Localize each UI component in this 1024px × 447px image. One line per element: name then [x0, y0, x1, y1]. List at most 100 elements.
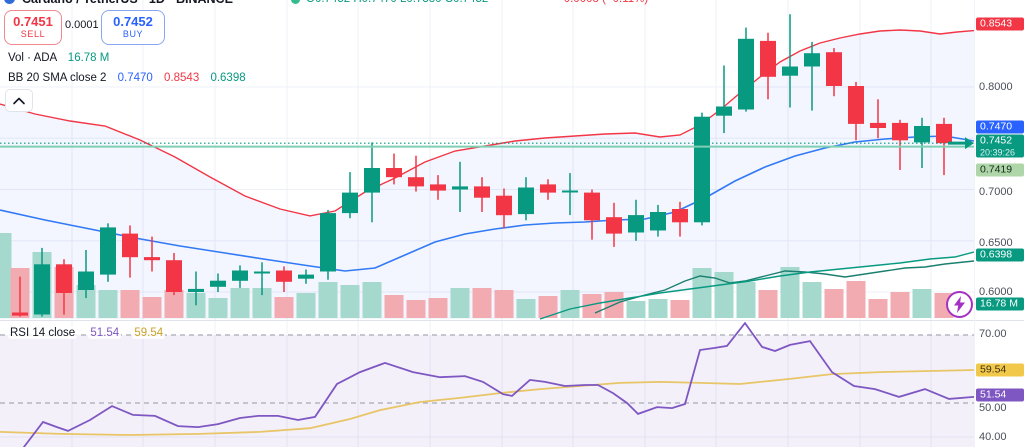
bb-upper-value: 0.8543 [164, 72, 200, 84]
volume-bar [758, 290, 778, 318]
candle-body [540, 184, 556, 193]
candle-body [342, 192, 358, 214]
candle-body [166, 260, 182, 292]
volume-legend[interactable]: Vol · ADA 16.78 M [8, 52, 109, 64]
volume-bar [340, 285, 360, 318]
volume-bar [0, 233, 12, 318]
candle-body [650, 212, 666, 231]
axis-badge: 0.7452 20:39:26 [976, 134, 1024, 158]
axis-badge: 51.54 [976, 388, 1024, 402]
volume-bar [538, 296, 558, 318]
bollinger-legend[interactable]: BB 20 SMA close 2 0.7470 0.8543 0.6398 [8, 72, 246, 84]
candle-body [716, 106, 732, 116]
candle-body [694, 116, 710, 223]
sell-price: 0.7451 [13, 14, 53, 29]
price-axis[interactable] [974, 0, 1024, 447]
axis-label: 0.6500 [979, 237, 1013, 249]
candle-body [210, 280, 226, 287]
bb-upper-line [0, 29, 974, 217]
bb-lower-value: 0.6398 [210, 72, 246, 84]
axis-badge: 0.7419 [976, 163, 1024, 177]
price-change: −0.0008 (−0.11%) [557, 0, 648, 7]
buy-price: 0.7452 [113, 14, 153, 29]
volume-bar [736, 282, 756, 318]
candle-body [804, 53, 820, 67]
axis-badge: 59.54 [976, 363, 1024, 377]
rsi-legend[interactable]: RSI 14 close 51.54 59.54 [8, 327, 166, 339]
axis-badge: 16.78 M [976, 297, 1024, 311]
bollinger-fill [0, 30, 974, 319]
buy-button[interactable]: 0.7452 BUY [101, 10, 165, 45]
volume-bar [912, 289, 932, 318]
volume-bar [516, 299, 536, 318]
candle-body [672, 209, 688, 223]
volume-bar [252, 288, 272, 318]
volume-bar [406, 300, 426, 318]
sell-label: SELL [20, 29, 46, 39]
candle-body [892, 122, 908, 141]
volume-bar [802, 282, 822, 318]
axis-label: 0.7000 [979, 186, 1013, 198]
candle-body [452, 186, 468, 190]
candle-body [848, 86, 864, 124]
candle-body [562, 190, 578, 193]
axis-badge: 0.6398 [976, 248, 1024, 262]
candle-body [276, 270, 292, 282]
price-pane [0, 14, 974, 320]
volume-bar [626, 301, 646, 318]
rsi-band-fill [0, 335, 974, 447]
rsi-legend-value: 51.54 [88, 327, 122, 339]
volume-bar [846, 281, 866, 318]
volume-bar [692, 268, 712, 318]
candle-body [870, 122, 886, 128]
chevron-up-icon [13, 97, 25, 104]
volume-bar [186, 293, 206, 318]
volume-bar [560, 290, 580, 318]
volume-bar [450, 288, 470, 318]
candle-body [430, 184, 446, 191]
symbol-row: Cardano / TetherUS · 1D · BINANCE O0.745… [0, 0, 1024, 7]
axis-badge: 0.8543 [976, 17, 1024, 31]
candle-body [760, 40, 776, 77]
volume-legend-value: 16.78 M [67, 52, 110, 64]
volume-bar [120, 290, 140, 318]
bb-basis-value: 0.7470 [117, 72, 153, 84]
axis-label: 50.00 [979, 402, 1007, 414]
candle-body [56, 264, 72, 293]
volume-bar [890, 292, 910, 318]
rsi-legend-label: RSI 14 close [8, 327, 78, 339]
rsi-line [22, 322, 974, 447]
volume-bar [230, 288, 250, 318]
candle-body [188, 288, 204, 292]
axis-label: 70.00 [979, 328, 1007, 340]
flash-button[interactable] [946, 291, 973, 318]
symbol-title[interactable]: Cardano / TetherUS · 1D · BINANCE [22, 0, 233, 7]
candle-body [298, 274, 314, 279]
volume-bar [670, 300, 690, 318]
candle-body [320, 213, 336, 272]
volume-bar [76, 285, 96, 318]
spread-value: 0.0001 [65, 19, 99, 31]
candle-body [496, 195, 512, 216]
sell-button[interactable]: 0.7451 SELL [4, 10, 62, 45]
price-arrow-icon [965, 137, 974, 150]
buy-label: BUY [122, 29, 144, 39]
candle-body [78, 271, 94, 290]
cardano-logo-icon [4, 0, 15, 4]
volume-bar [296, 293, 316, 318]
volume-bar [208, 298, 228, 318]
axis-badge: 0.7470 [976, 120, 1024, 134]
volume-bar [494, 290, 514, 318]
volume-bar [142, 297, 162, 318]
candle-body [144, 257, 160, 261]
rsi-ma-value: 59.54 [132, 327, 166, 339]
volume-bar [824, 289, 844, 318]
collapse-pane-button[interactable] [5, 89, 33, 112]
volume-bar [274, 297, 294, 318]
candle-body [606, 217, 622, 234]
candle-body [628, 215, 644, 233]
candle-body [122, 233, 138, 258]
candle-body [738, 38, 754, 110]
